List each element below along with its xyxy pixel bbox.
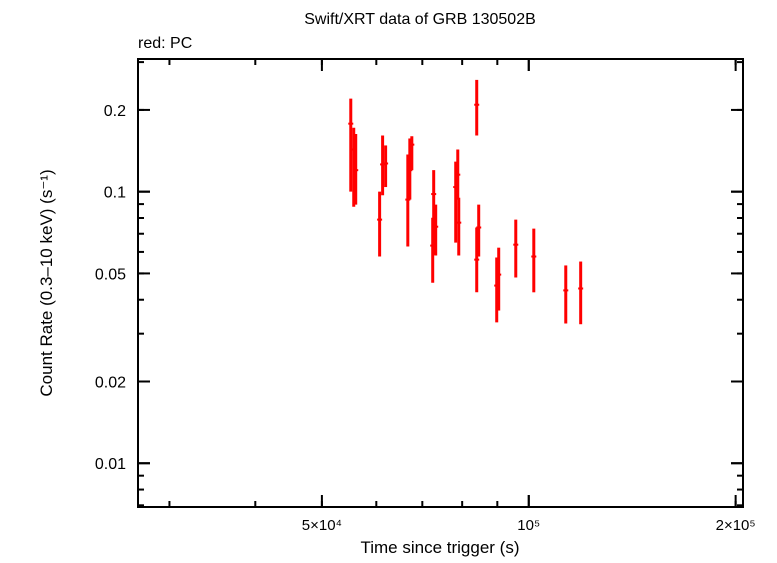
data-point [563, 265, 569, 324]
data-point [348, 98, 354, 192]
x-tick-label: 2×10⁵ [716, 517, 756, 534]
data-point [474, 227, 480, 293]
x-axis-label: Time since trigger (s) [360, 538, 519, 557]
x-tick-label: 10⁵ [517, 517, 540, 534]
y-tick-label: 0.1 [104, 185, 126, 202]
data-point [433, 204, 439, 256]
data-point [513, 219, 519, 278]
plot-frame [137, 58, 744, 508]
chart-subtitle: red: PC [138, 35, 192, 52]
data-point [531, 228, 537, 293]
y-tick-label: 0.05 [95, 266, 126, 283]
data-point [409, 136, 415, 171]
chart-title: Swift/XRT data of GRB 130502B [304, 11, 536, 28]
data-point [476, 204, 482, 257]
data-point [456, 197, 462, 256]
y-tick-label: 0.02 [95, 374, 126, 391]
data-point [474, 79, 480, 136]
data-point [578, 261, 584, 325]
data-point [353, 134, 359, 205]
y-tick-label: 0.01 [95, 456, 126, 473]
y-axis-label: Count Rate (0.3–10 keV) (s⁻¹) [37, 169, 56, 396]
y-tick-label: 0.2 [104, 103, 126, 120]
data-point [431, 170, 437, 255]
data-point [455, 149, 461, 200]
data-point [383, 145, 389, 188]
data-point [496, 247, 502, 311]
data-point [377, 191, 383, 257]
x-tick-label: 5×10⁴ [302, 517, 342, 534]
